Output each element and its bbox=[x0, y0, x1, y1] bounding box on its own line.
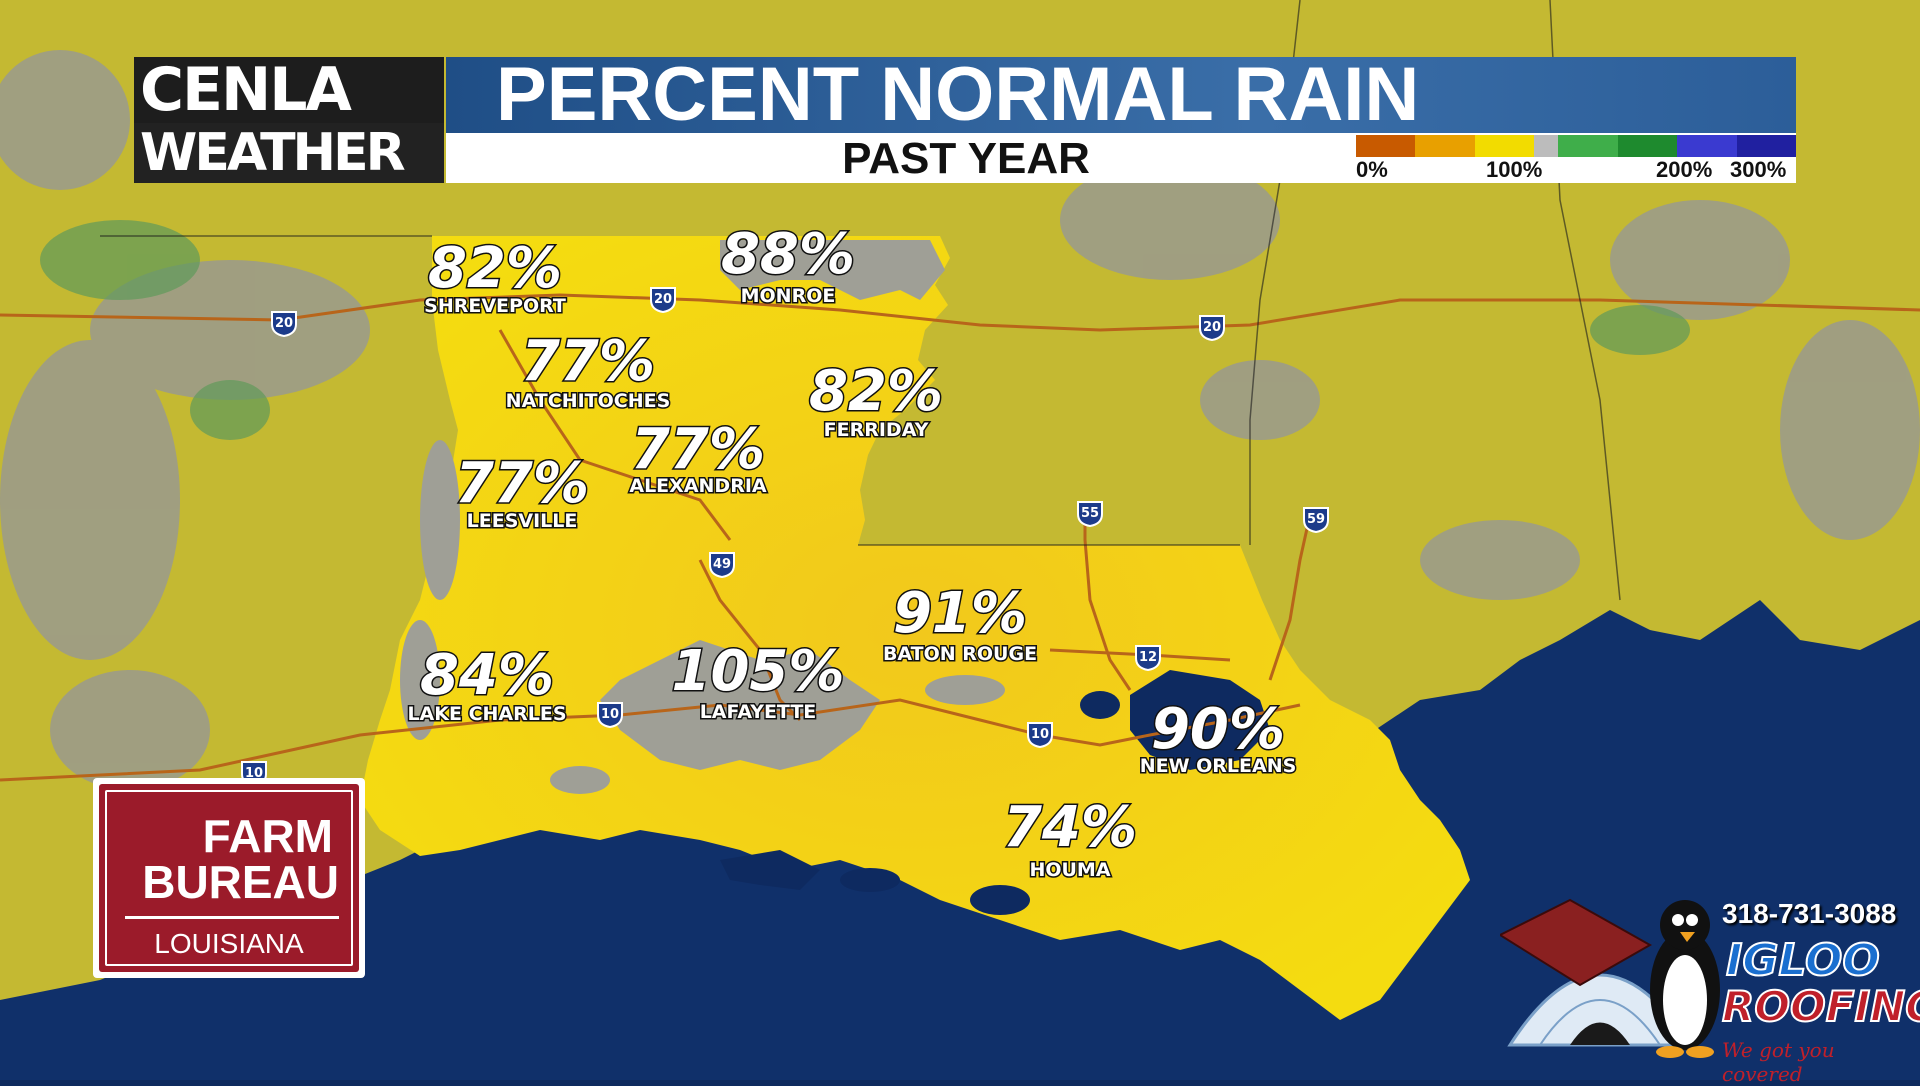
city-name: HOUMA bbox=[1029, 859, 1110, 881]
farm-bureau-line2: BUREAU bbox=[142, 856, 339, 908]
shield-label: 12 bbox=[1139, 650, 1157, 665]
farm-bureau-line3: LOUISIANA bbox=[154, 928, 304, 959]
legend-swatch bbox=[1617, 135, 1678, 157]
city-lake-charles: 84% LAKE CHARLES bbox=[406, 642, 568, 727]
louisiana-state bbox=[360, 236, 1470, 1020]
city-name: LEESVILLE bbox=[467, 510, 578, 532]
city-pct: 88% bbox=[721, 222, 855, 287]
city-pct: 77% bbox=[455, 451, 589, 516]
city-pct: 91% bbox=[893, 581, 1027, 646]
legend-label: 100% bbox=[1486, 157, 1543, 182]
cenla-weather-logo: CENLA WEATHER bbox=[134, 57, 444, 183]
city-monroe: 88% MONROE bbox=[719, 221, 856, 309]
city-leesville: 77% LEESVILLE bbox=[453, 450, 590, 534]
page-subtitle: PAST YEAR bbox=[842, 134, 1090, 183]
highway-shields: 20 20 20 49 55 59 12 10 10 10 bbox=[241, 287, 1329, 788]
legend-swatch bbox=[1558, 135, 1618, 157]
city-pct: 90% bbox=[1151, 697, 1285, 762]
shield-label: 20 bbox=[1203, 320, 1221, 335]
legend-swatch bbox=[1677, 135, 1737, 157]
city-labels: 82% SHREVEPORT 88% MONROE 77% NATCHITOCH… bbox=[406, 221, 1298, 883]
city-new-orleans: 90% NEW ORLEANS bbox=[1138, 696, 1298, 779]
shield-label: 59 bbox=[1307, 512, 1325, 527]
city-baton-rouge: 91% BATON ROUGE bbox=[881, 580, 1038, 667]
igloo-icon bbox=[1500, 898, 1693, 1047]
city-name: LAFAYETTE bbox=[700, 701, 817, 723]
legend-label: 300% bbox=[1730, 157, 1787, 182]
city-lafayette: 105% LAFAYETTE bbox=[670, 638, 846, 725]
shield-label: 20 bbox=[275, 316, 293, 331]
igloo-phone: 318-731-3088 bbox=[1722, 898, 1897, 929]
city-houma: 74% HOUMA bbox=[1001, 794, 1138, 883]
legend-label: 0% bbox=[1356, 157, 1388, 182]
shield-label: 55 bbox=[1081, 506, 1099, 521]
shield-label: 10 bbox=[1031, 727, 1049, 742]
city-natchitoches: 77% NATCHITOCHES bbox=[504, 328, 672, 414]
legend-swatch bbox=[1736, 135, 1796, 157]
subtitle-bar: PAST YEAR 0% 100% 200% 300% bbox=[446, 133, 1796, 183]
city-pct: 82% bbox=[809, 359, 943, 424]
lakes bbox=[720, 670, 1270, 915]
city-pct: 82% bbox=[428, 236, 562, 301]
legend-swatch bbox=[1474, 135, 1535, 157]
city-pct: 77% bbox=[521, 329, 655, 394]
legend-color-bar bbox=[1356, 135, 1796, 157]
city-name: MONROE bbox=[741, 285, 836, 307]
legend-swatch bbox=[1534, 135, 1559, 157]
city-name: NATCHITOCHES bbox=[506, 390, 671, 412]
shield-label: 10 bbox=[601, 707, 619, 722]
legend-swatch bbox=[1415, 135, 1475, 157]
farm-bureau-logo: FARM BUREAU LOUISIANA bbox=[93, 778, 365, 978]
logo-line1: CENLA bbox=[134, 57, 444, 123]
legend-swatch bbox=[1356, 135, 1416, 157]
farm-bureau-line1: FARM bbox=[202, 810, 333, 862]
city-name: BATON ROUGE bbox=[883, 643, 1037, 665]
city-name: ALEXANDRIA bbox=[629, 475, 767, 497]
shield-label: 49 bbox=[713, 557, 731, 572]
page-title: PERCENT NORMAL RAIN bbox=[446, 57, 1796, 133]
roofing-word: ROOFING bbox=[1721, 981, 1920, 1032]
green-patches bbox=[40, 220, 1690, 440]
city-pct: 74% bbox=[1003, 795, 1137, 860]
city-pct: 84% bbox=[420, 643, 554, 708]
city-shreveport: 82% SHREVEPORT bbox=[423, 235, 568, 319]
legend-labels: 0% 100% 200% 300% bbox=[1356, 157, 1796, 182]
city-name: FERRIDAY bbox=[824, 419, 929, 441]
igloo-tagline: We got you covered bbox=[1722, 1038, 1835, 1086]
highways bbox=[0, 293, 1920, 782]
shield-label: 10 bbox=[245, 766, 263, 781]
city-name: NEW ORLEANS bbox=[1140, 755, 1297, 777]
city-name: LAKE CHARLES bbox=[407, 703, 566, 725]
logo-line2: WEATHER bbox=[134, 123, 444, 183]
legend-label: 200% bbox=[1656, 157, 1713, 182]
city-name: SHREVEPORT bbox=[424, 295, 566, 317]
city-ferriday: 82% FERRIDAY bbox=[807, 358, 944, 443]
igloo-word: IGLOO bbox=[1725, 934, 1881, 987]
shield-label: 20 bbox=[654, 292, 672, 307]
city-pct: 77% bbox=[631, 417, 765, 482]
penguin-icon bbox=[1650, 900, 1720, 1058]
gray-inner bbox=[400, 240, 1005, 794]
city-pct: 105% bbox=[671, 639, 844, 704]
city-alexandria: 77% ALEXANDRIA bbox=[628, 416, 769, 499]
